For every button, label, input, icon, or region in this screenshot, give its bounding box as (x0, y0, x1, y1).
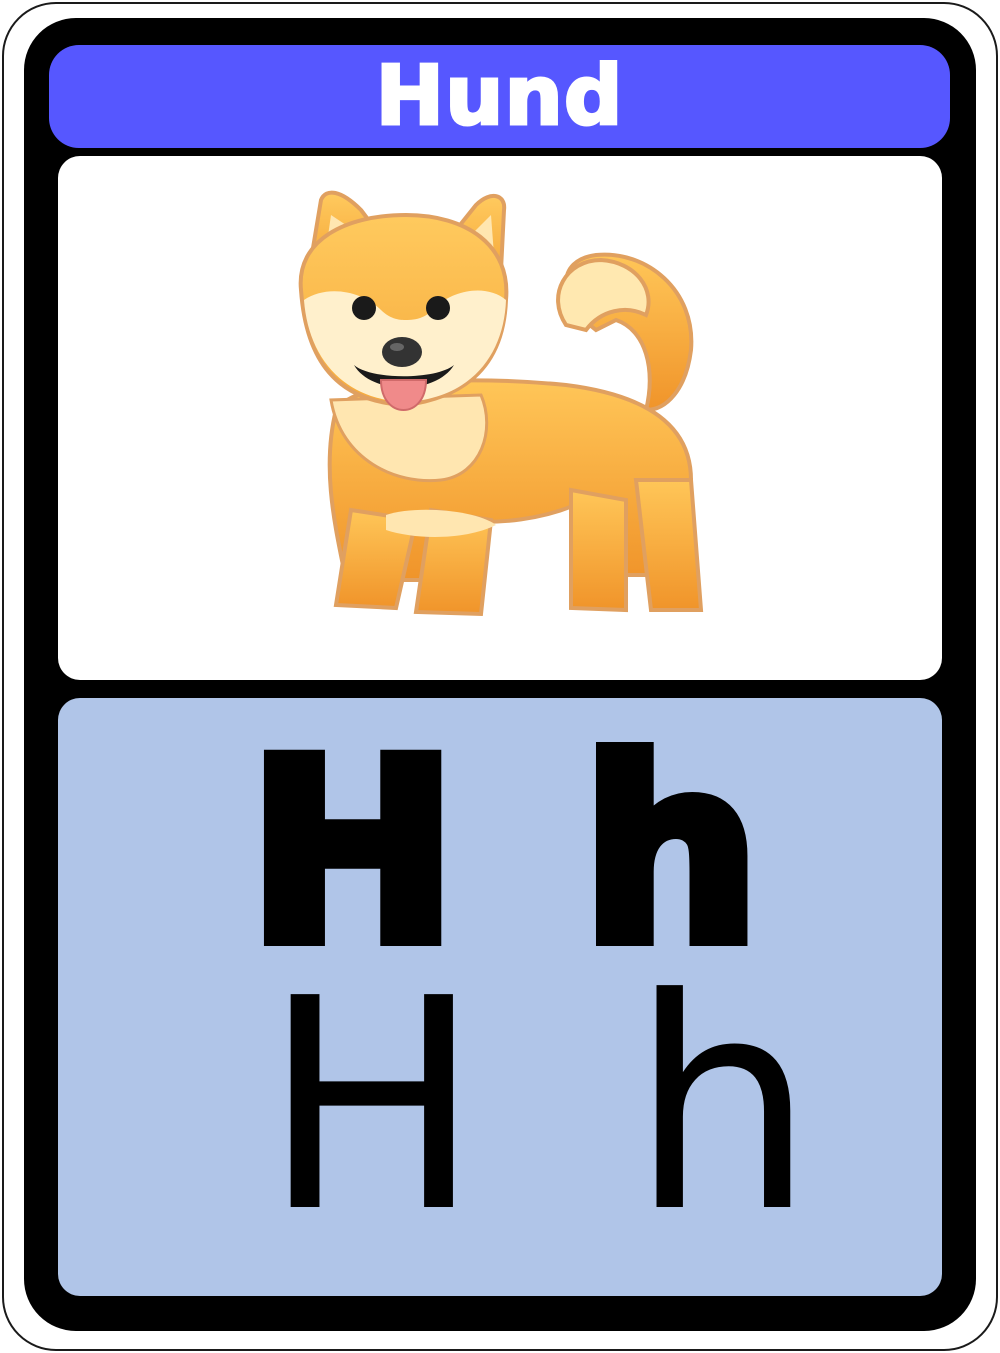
regular-lowercase-letter: h (630, 936, 816, 1276)
card-title: Hund (374, 48, 624, 144)
bold-lowercase-letter: h (575, 707, 767, 998)
regular-uppercase-letter: H (262, 936, 482, 1276)
letter-panel (58, 698, 942, 1296)
bold-uppercase-letter: H (241, 707, 464, 998)
title-bar: Hund (49, 45, 950, 148)
dog-icon (298, 190, 704, 617)
